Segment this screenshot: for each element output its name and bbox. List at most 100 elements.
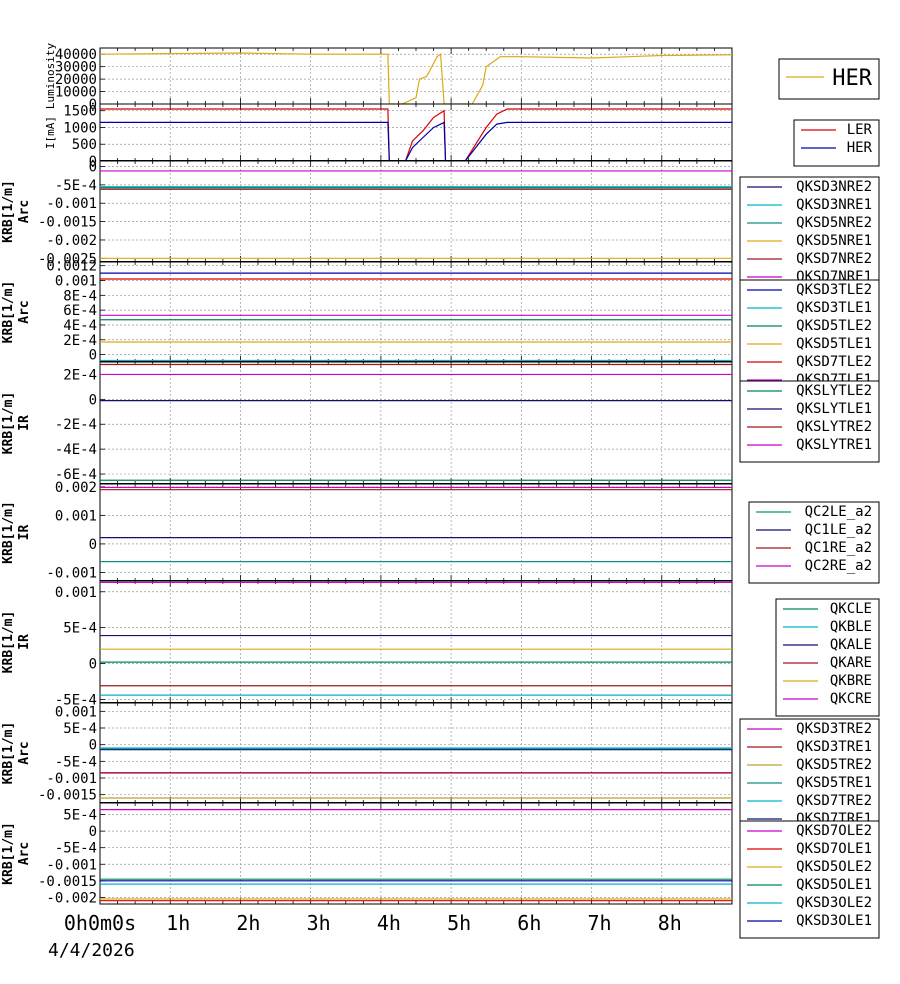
legend-label: QKSD7NRE2 bbox=[796, 251, 872, 267]
y-axis-label-2: Arc bbox=[17, 741, 32, 764]
y-tick-label: -0.001 bbox=[46, 196, 97, 212]
y-tick-label: 2E-4 bbox=[63, 367, 97, 383]
y-axis-label: KRB[1/m] bbox=[1, 501, 16, 564]
y-tick-label: 10000 bbox=[55, 85, 97, 101]
legend-label: QKSD5TRE2 bbox=[796, 757, 872, 773]
panel-frame bbox=[99, 160, 733, 263]
legend-box bbox=[739, 380, 880, 463]
legend-label: QKSD7OLE1 bbox=[796, 841, 872, 857]
legend-label: QKSD3OLE1 bbox=[796, 913, 872, 929]
legend-label: QKSD5OLE1 bbox=[796, 877, 872, 893]
legend-2: LER HER bbox=[793, 119, 880, 167]
legend-label: HER bbox=[847, 140, 873, 156]
panel-3: 0 -5E-4 -0.001 -0.0015 -0.002 -0.0025 KRB[1/m]… bbox=[1, 160, 733, 267]
legend-label: QKSD5TLE2 bbox=[796, 318, 872, 334]
y-tick-label: -0.002 bbox=[46, 890, 97, 906]
panel-frame bbox=[99, 361, 733, 485]
y-tick-label: 4E-4 bbox=[63, 318, 97, 334]
y-tick-label: 0 bbox=[89, 738, 97, 754]
panel-frame bbox=[99, 802, 733, 905]
y-axis-label-2: IR bbox=[17, 525, 32, 541]
y-tick-label: -0.0015 bbox=[38, 215, 97, 231]
legend-label: QKBRE bbox=[830, 673, 872, 689]
panel-frame bbox=[99, 261, 733, 363]
legend-label: QKSD3TLE1 bbox=[796, 300, 872, 316]
panel-5: 2E-4 0 -2E-4 -4E-4 -6E-4 KRB[1/m] IR bbox=[1, 361, 733, 485]
y-axis-label: KRB[1/m] bbox=[1, 611, 16, 674]
x-tick-label: 1h bbox=[166, 911, 190, 935]
legend-label: QKSD3OLE2 bbox=[796, 895, 872, 911]
legend-label: QKSLYTLE2 bbox=[796, 383, 872, 399]
legend-label: QC2LE_a2 bbox=[805, 504, 872, 520]
legend-box bbox=[739, 718, 880, 839]
y-axis-label: KRB[1/m] bbox=[1, 281, 16, 344]
y-axis-label: KRB[1/m] bbox=[1, 722, 16, 785]
legend-label: QKSD7TLE2 bbox=[796, 354, 872, 370]
panel-frame bbox=[99, 103, 733, 162]
y-tick-label: 20000 bbox=[55, 72, 97, 88]
legend-label: QKSD5TRE1 bbox=[796, 775, 872, 791]
y-tick-label: 0.001 bbox=[55, 585, 97, 601]
y-tick-label: 0 bbox=[89, 392, 97, 408]
legend-label: QKSLYTRE1 bbox=[796, 437, 872, 453]
legend-4: QKSD3TLE2 QKSD3TLE1 QKSD5TLE2 QKSD5TLE1 QKSD… bbox=[739, 279, 880, 400]
legend-label: QKBLE bbox=[830, 619, 872, 635]
legend-7: QKCLE QKBLE QKALE QKARE QKBRE QKCRE bbox=[775, 598, 880, 717]
y-axis-label-2: Arc bbox=[17, 300, 32, 323]
legend-label: QKSD3TRE1 bbox=[796, 739, 872, 755]
legend-label: LER bbox=[847, 122, 873, 138]
y-tick-label: 2E-4 bbox=[63, 333, 97, 349]
legend-label: QKSD5TLE1 bbox=[796, 336, 872, 352]
panel-6: 0.002 0.001 0 -0.001 KRB[1/m] IR bbox=[1, 480, 733, 582]
x-tick-label: 0h0m0s bbox=[64, 911, 136, 935]
legend-box bbox=[739, 176, 880, 297]
y-tick-label: 40000 bbox=[55, 47, 97, 63]
y-tick-label: 1500 bbox=[63, 104, 97, 120]
y-tick-label: 0 bbox=[89, 537, 97, 553]
y-axis-label-2: IR bbox=[17, 415, 32, 431]
legend-label: QC1RE_a2 bbox=[805, 540, 872, 556]
y-tick-label: -2E-4 bbox=[55, 417, 97, 433]
y-axis-label: Luminosity bbox=[44, 43, 57, 110]
legend-label: QKSD5NRE2 bbox=[796, 215, 872, 231]
y-tick-label: -0.001 bbox=[46, 565, 97, 581]
legend-label: QKSD7TRE2 bbox=[796, 793, 872, 809]
x-tick-label: 4h bbox=[377, 911, 401, 935]
legend-box bbox=[739, 279, 880, 400]
legend-9: QKSD7OLE2 QKSD7OLE1 QKSD5OLE2 QKSD5OLE1 QKSD… bbox=[739, 820, 880, 939]
y-tick-label: -0.001 bbox=[46, 857, 97, 873]
y-tick-label: 5E-4 bbox=[63, 808, 97, 824]
y-tick-label: 8E-4 bbox=[63, 288, 97, 304]
x-tick-label: 8h bbox=[658, 911, 682, 935]
legend-label: QKSD7OLE2 bbox=[796, 823, 872, 839]
series-line-her bbox=[99, 52, 733, 105]
y-axis-label-2: IR bbox=[17, 634, 32, 650]
legend-label: QKARE bbox=[830, 655, 872, 671]
y-tick-label: 6E-4 bbox=[63, 303, 97, 319]
legend-6: QC2LE_a2 QC1LE_a2 QC1RE_a2 QC2RE_a2 bbox=[748, 501, 880, 584]
legend-1: HER bbox=[778, 58, 880, 100]
y-tick-label: 0.002 bbox=[55, 480, 97, 496]
y-tick-label: -5E-4 bbox=[55, 692, 97, 708]
y-tick-label: -4E-4 bbox=[55, 442, 97, 458]
y-tick-label: -0.0025 bbox=[38, 251, 97, 267]
y-tick-label: -0.0015 bbox=[38, 788, 97, 804]
date-label: 4/4/2026 bbox=[48, 940, 135, 961]
y-tick-label: -5E-4 bbox=[55, 754, 97, 770]
y-axis-label: I[mA] bbox=[44, 116, 57, 149]
y-tick-label: 0 bbox=[89, 824, 97, 840]
legend-label: QKSD3TRE2 bbox=[796, 721, 872, 737]
y-tick-label: -5E-4 bbox=[55, 841, 97, 857]
legend-5: QKSLYTLE2 QKSLYTLE1 QKSLYTRE2 QKSLYTRE1 bbox=[739, 380, 880, 463]
legend-box bbox=[739, 820, 880, 939]
legend-label: QKSLYTLE1 bbox=[796, 401, 872, 417]
legend-label: QKSD5NRE1 bbox=[796, 233, 872, 249]
legend-label: QKCRE bbox=[830, 691, 872, 707]
y-axis-label-2: Arc bbox=[17, 200, 32, 223]
legend-box bbox=[775, 598, 880, 717]
